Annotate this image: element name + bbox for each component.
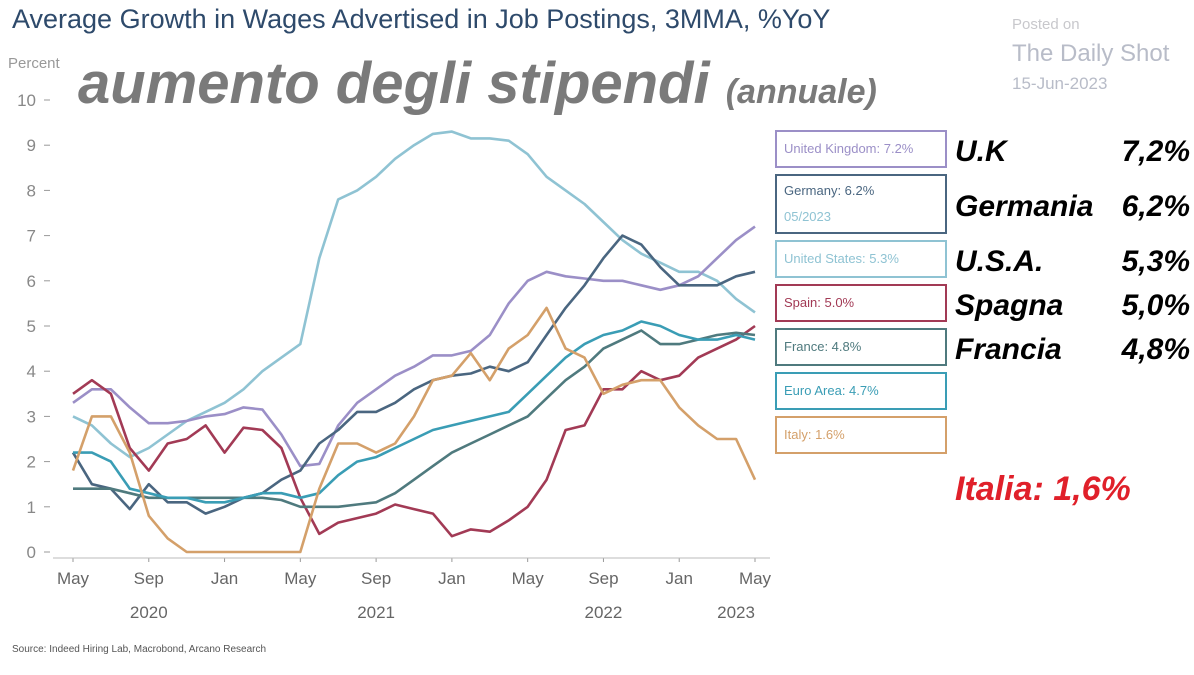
year-label: 2021 [357, 603, 395, 622]
legend-uk: United Kingdom: 7.2% [775, 130, 947, 168]
legend-euro: Euro Area: 4.7% [775, 372, 947, 410]
source-note: Source: Indeed Hiring Lab, Macrobond, Ar… [12, 644, 267, 655]
annotations: U.K 7,2% Germania 6,2% U.S.A. 5,3% Spagna 5,… [955, 130, 1190, 372]
year-label: 2022 [585, 603, 623, 622]
x-tick-label: May [512, 569, 545, 588]
y-tick-label: 5 [27, 317, 36, 336]
annotation-spain-value: 5,0% [1121, 289, 1190, 322]
annotation-germany-value: 6,2% [1121, 190, 1190, 223]
overlay-subtitle: (annuale) [725, 73, 877, 111]
y-tick-label: 7 [27, 227, 36, 246]
annotation-spain: Spagna 5,0% [955, 284, 1190, 328]
x-tick-label: Sep [588, 569, 618, 588]
year-label: 2023 [717, 603, 755, 622]
series-line-germany [71, 234, 756, 515]
legend-italy: Italy: 1.6% [775, 416, 947, 454]
legend-france: France: 4.8% [775, 328, 947, 366]
annotation-usa: U.S.A. 5,3% [955, 240, 1190, 284]
y-tick-label: 3 [27, 407, 36, 426]
watermark-site: The Daily Shot [1012, 40, 1170, 67]
overlay-title: aumento degli stipendi (annuale) [78, 50, 877, 126]
legend-germany: Germany: 6.2% 05/2023 [775, 174, 947, 234]
legend-date: 05/2023 [784, 209, 831, 224]
series-line-italy [71, 306, 757, 554]
watermark-date: 15-Jun-2023 [1012, 74, 1108, 93]
annotation-uk: U.K 7,2% [955, 130, 1190, 174]
series-line-spain [72, 324, 756, 538]
x-tick-label: Sep [361, 569, 391, 588]
annotation-uk-value: 7,2% [1121, 135, 1190, 168]
y-tick-label: 1 [27, 498, 36, 517]
x-tick-label: Jan [211, 569, 238, 588]
overlay-title-text: aumento degli stipendi [78, 51, 710, 116]
annotation-usa-value: 5,3% [1121, 245, 1190, 278]
legend: United Kingdom: 7.2% Germany: 6.2% 05/202… [775, 130, 947, 460]
y-tick-label: 4 [27, 362, 36, 381]
y-axis-label: Percent [8, 55, 60, 72]
y-tick-label: 6 [27, 272, 36, 291]
annotation-france: Francia 4,8% [955, 328, 1190, 372]
x-tick-label: May [739, 569, 772, 588]
x-tick-label: Jan [438, 569, 465, 588]
watermark-posted: Posted on [1012, 16, 1080, 33]
annotation-usa-name: U.S.A. [955, 245, 1044, 278]
annotation-germany: Germania 6,2% [955, 174, 1190, 240]
annotation-france-name: Francia [955, 333, 1062, 366]
y-tick-label: 8 [27, 181, 36, 200]
x-tick-label: Jan [666, 569, 693, 588]
series-line-united-states [72, 130, 756, 459]
x-tick-label: Sep [134, 569, 164, 588]
y-tick-label: 2 [27, 453, 36, 472]
series-line-united-kingdom [72, 225, 756, 468]
legend-germany-text: Germany: 6.2% [784, 183, 875, 198]
annotation-spain-name: Spagna [955, 289, 1064, 322]
y-tick-label: 9 [27, 136, 36, 155]
x-tick-label: May [57, 569, 90, 588]
y-tick-label: 10 [17, 91, 36, 110]
series-line-euro-area [73, 320, 756, 504]
annotation-italy: Italia: 1,6% [955, 470, 1131, 508]
legend-us: United States: 5.3% [775, 240, 947, 278]
x-tick-label: May [284, 569, 317, 588]
y-tick-label: 0 [27, 543, 36, 562]
annotation-germany-name: Germania [955, 190, 1094, 223]
year-label: 2020 [130, 603, 168, 622]
annotation-france-value: 4,8% [1121, 333, 1190, 366]
legend-spain: Spain: 5.0% [775, 284, 947, 322]
chart-title: Average Growth in Wages Advertised in Jo… [12, 4, 831, 34]
annotation-uk-name: U.K [955, 135, 1007, 168]
